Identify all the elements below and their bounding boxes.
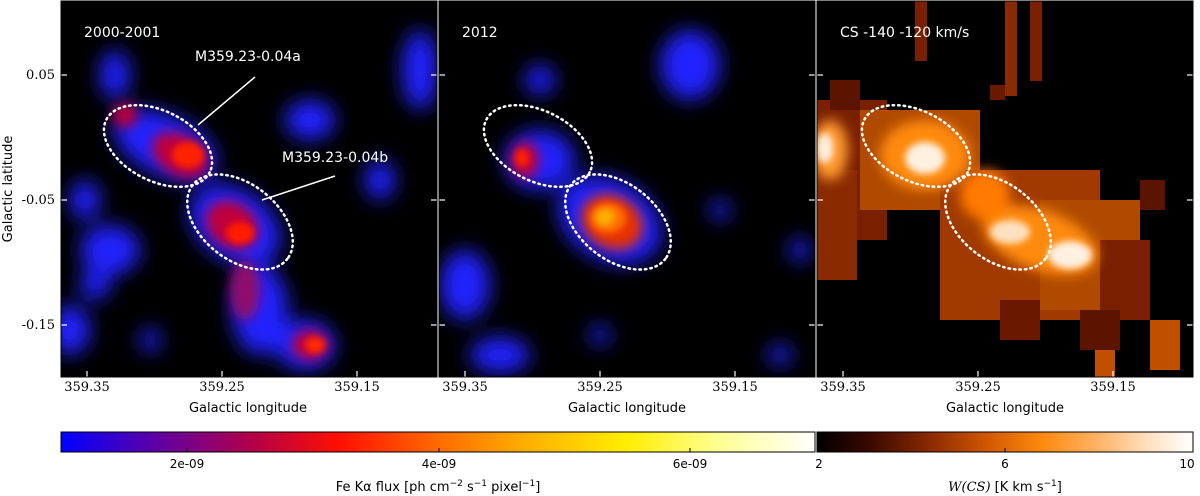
x-tick-label: 359.35 [442, 380, 488, 395]
colorbar-ticks [186, 448, 691, 452]
colorbar-tick-label: 6 [1001, 457, 1009, 471]
flux-map [440, 30, 810, 373]
y-axis-label: Galactic latitude [1, 136, 16, 243]
x-axis-label: Galactic longitude [568, 401, 686, 416]
x-axis-label: Galactic longitude [946, 401, 1064, 416]
x-tick-label: 359.35 [64, 380, 110, 395]
annotation-label-a: M359.23-0.04a [195, 49, 301, 65]
x-tick-label: 359.15 [334, 380, 380, 395]
colorbar-label: W(CS) [K km s−1] [948, 479, 1062, 495]
panel-cs: CS -140 -120 km/s 359.35 359.25 359.15 G… [816, 0, 1194, 416]
colorbar-fe-flux: 2e-09 4e-09 6e-09 Fe Kα flux [ph cm−2 s−… [60, 431, 816, 495]
x-tick-label: 359.25 [955, 380, 1001, 395]
colorbar-tick-label: 10 [1179, 457, 1194, 471]
colorbar-gradient [60, 431, 816, 453]
x-axis-label: Galactic longitude [189, 401, 307, 416]
y-tick-label: -0.15 [22, 318, 55, 333]
x-tick-marks [86, 371, 358, 377]
colorbar-tick-label: 2 [815, 457, 823, 471]
annotation-label-b: M359.23-0.04b [282, 150, 388, 166]
colorbar-tick-label: 2e-09 [170, 457, 205, 471]
colorbar-cs-intensity: 2 6 10 W(CS) [K km s−1] [815, 431, 1195, 495]
panel-frame [438, 0, 816, 378]
panel-frame [60, 0, 438, 378]
y-tick-marks [439, 74, 815, 326]
cs-map [817, 1, 1180, 377]
y-tick-label: 0.05 [26, 68, 55, 83]
flux-map [61, 30, 437, 370]
x-tick-marks [842, 371, 1114, 377]
x-tick-label: 359.25 [577, 380, 623, 395]
region-ellipse-b [185, 173, 295, 271]
colorbar-label: Fe Kα flux [ph cm−2 s−1 pixel−1] [336, 479, 541, 495]
colorbar-tick-label: 6e-09 [673, 457, 708, 471]
panel-label: 2012 [462, 25, 498, 41]
region-ellipse-a [482, 103, 594, 189]
region-ellipse-a [860, 103, 972, 189]
annotation-line-a [197, 76, 256, 126]
x-tick-label: 359.15 [1090, 380, 1136, 395]
region-ellipse-a [102, 103, 214, 189]
x-tick-label: 359.15 [712, 380, 758, 395]
x-tick-label: 359.25 [199, 380, 245, 395]
annotation-line-b [261, 175, 336, 201]
panel-2012: 2012 359.35 359.25 359.15 Galactic longi… [438, 0, 816, 416]
y-tick-marks [817, 74, 1193, 326]
panel-label: CS -140 -120 km/s [840, 25, 969, 41]
x-tick-marks [464, 371, 736, 377]
panel-frame [816, 0, 1194, 378]
y-tick-label: -0.05 [22, 193, 55, 208]
x-tick-label: 359.35 [820, 380, 866, 395]
panel-2000-2001: M359.23-0.04a M359.23-0.04b 2000-2001 0.… [1, 0, 438, 416]
panel-label: 2000-2001 [84, 25, 160, 41]
y-tick-marks [61, 74, 437, 326]
colorbar-tick-label: 4e-09 [422, 457, 457, 471]
region-ellipse-b [943, 173, 1053, 271]
region-ellipse-b [563, 173, 673, 271]
